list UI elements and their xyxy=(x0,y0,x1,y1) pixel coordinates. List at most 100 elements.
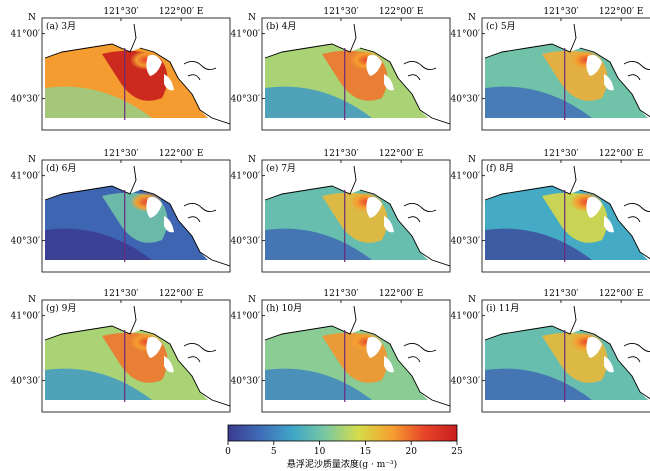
map-panel: 121°30′ 122°00′ E N 41°00′ 40°30′ (e) 7月 xyxy=(231,149,451,273)
coastline xyxy=(627,216,641,223)
lat-label: 40°30′ xyxy=(11,237,40,247)
tidal-flat xyxy=(586,54,602,76)
lat-label: 40°30′ xyxy=(11,95,40,105)
coastline xyxy=(403,203,437,213)
coastline xyxy=(407,216,421,223)
coastline xyxy=(623,61,650,71)
colorbar-tick-label: 0 xyxy=(225,447,231,457)
lat-label: 41°00′ xyxy=(231,172,260,182)
lat-label: 40°30′ xyxy=(231,95,260,105)
north-label: N xyxy=(468,295,476,305)
panel-label: (d) 6月 xyxy=(46,163,76,174)
panel-label: (i) 11月 xyxy=(486,303,519,314)
coastline xyxy=(183,203,217,213)
coastline xyxy=(623,343,650,353)
lon-label: 121°30′ xyxy=(103,149,138,159)
lat-label: 40°30′ xyxy=(451,95,480,105)
lon-label: 122°00′ E xyxy=(599,289,644,299)
lon-label: 122°00′ E xyxy=(599,7,644,17)
tidal-flat xyxy=(366,54,382,76)
panel-frame xyxy=(41,159,231,273)
coastline xyxy=(187,74,201,81)
lon-label: 122°00′ E xyxy=(599,149,644,159)
north-label: N xyxy=(248,155,256,165)
north-label: N xyxy=(468,13,476,23)
panel-label: (f) 8月 xyxy=(486,163,514,174)
lat-label: 40°30′ xyxy=(231,237,260,247)
lon-label: 122°00′ E xyxy=(379,289,424,299)
map-panel: 121°30′ 122°00′ E N 41°00′ 40°30′ (b) 4月 xyxy=(231,7,451,131)
coastline xyxy=(44,165,230,267)
tidal-flat xyxy=(604,356,614,373)
coastline xyxy=(264,165,450,267)
lon-label: 122°00′ E xyxy=(159,7,204,17)
colorbar-tick-label: 15 xyxy=(360,447,372,457)
map-panel: 121°30′ 122°00′ E N 41°00′ 40°30′ (f) 8月 xyxy=(451,149,650,273)
lat-label: 41°00′ xyxy=(11,30,40,40)
coastline xyxy=(623,203,650,213)
tidal-flat xyxy=(384,74,394,91)
map-panel: 121°30′ 122°00′ E N 41°00′ 40°30′ (g) 9月 xyxy=(11,289,231,413)
tidal-flat xyxy=(146,54,162,76)
tidal-flat xyxy=(604,74,614,91)
panel-label: (b) 4月 xyxy=(266,21,296,32)
north-label: N xyxy=(28,295,36,305)
tidal-flat xyxy=(384,216,394,233)
tidal-flat xyxy=(366,196,382,218)
north-label: N xyxy=(468,155,476,165)
lon-label: 121°30′ xyxy=(323,149,358,159)
coastline xyxy=(484,23,650,118)
lat-label: 41°00′ xyxy=(451,312,480,322)
lon-label: 121°30′ xyxy=(543,7,578,17)
coastline xyxy=(403,343,437,353)
coastline xyxy=(484,305,650,400)
panel-frame xyxy=(481,17,650,131)
tidal-flat xyxy=(164,216,174,233)
colorbar-tick-label: 10 xyxy=(314,447,326,457)
tidal-flat xyxy=(164,356,174,373)
north-label: N xyxy=(248,295,256,305)
coastline xyxy=(484,165,650,260)
lon-label: 121°30′ xyxy=(543,289,578,299)
lon-label: 122°00′ E xyxy=(379,149,424,159)
coastline xyxy=(627,356,641,363)
panel-frame xyxy=(481,159,650,273)
lat-label: 40°30′ xyxy=(11,377,40,387)
colorbar-bar xyxy=(227,424,458,442)
tidal-flat xyxy=(146,196,162,218)
coastline xyxy=(187,356,201,363)
lon-label: 121°30′ xyxy=(323,7,358,17)
lon-label: 121°30′ xyxy=(103,7,138,17)
lat-label: 41°00′ xyxy=(451,30,480,40)
coastline xyxy=(264,23,450,125)
lon-label: 121°30′ xyxy=(323,289,358,299)
colorbar-tick-label: 20 xyxy=(405,447,417,457)
lat-label: 40°30′ xyxy=(231,377,260,387)
colorbar-tick-label: 5 xyxy=(271,447,277,457)
colorbar-title: 悬浮泥沙质量浓度(g · m⁻³) xyxy=(287,458,397,470)
lon-label: 121°30′ xyxy=(103,289,138,299)
panel-frame xyxy=(261,299,451,413)
lat-label: 40°30′ xyxy=(451,237,480,247)
panel-frame xyxy=(41,299,231,413)
tidal-flat xyxy=(164,74,174,91)
tidal-flat xyxy=(604,216,614,233)
coastline xyxy=(407,74,421,81)
lon-label: 121°30′ xyxy=(543,149,578,159)
tidal-flat xyxy=(384,356,394,373)
map-panel: 121°30′ 122°00′ E N 41°00′ 40°30′ (d) 6月 xyxy=(11,149,231,273)
panel-label: (g) 9月 xyxy=(46,303,76,314)
map-panel: 121°30′ 122°00′ E N 41°00′ 40°30′ (c) 5月 xyxy=(451,7,650,131)
lat-label: 40°30′ xyxy=(451,377,480,387)
north-label: N xyxy=(28,13,36,23)
coastline xyxy=(407,356,421,363)
lon-label: 122°00′ E xyxy=(159,149,204,159)
panel-frame xyxy=(261,17,451,131)
coastline xyxy=(403,61,437,71)
panel-label: (h) 10月 xyxy=(266,303,302,314)
lat-label: 41°00′ xyxy=(11,172,40,182)
panel-label: (e) 7月 xyxy=(266,163,296,174)
coastline xyxy=(264,305,450,407)
